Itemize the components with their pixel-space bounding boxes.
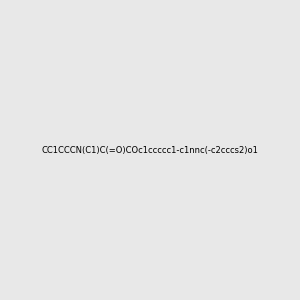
Text: CC1CCCN(C1)C(=O)COc1ccccc1-c1nnc(-c2cccs2)o1: CC1CCCN(C1)C(=O)COc1ccccc1-c1nnc(-c2cccs… <box>42 146 258 154</box>
